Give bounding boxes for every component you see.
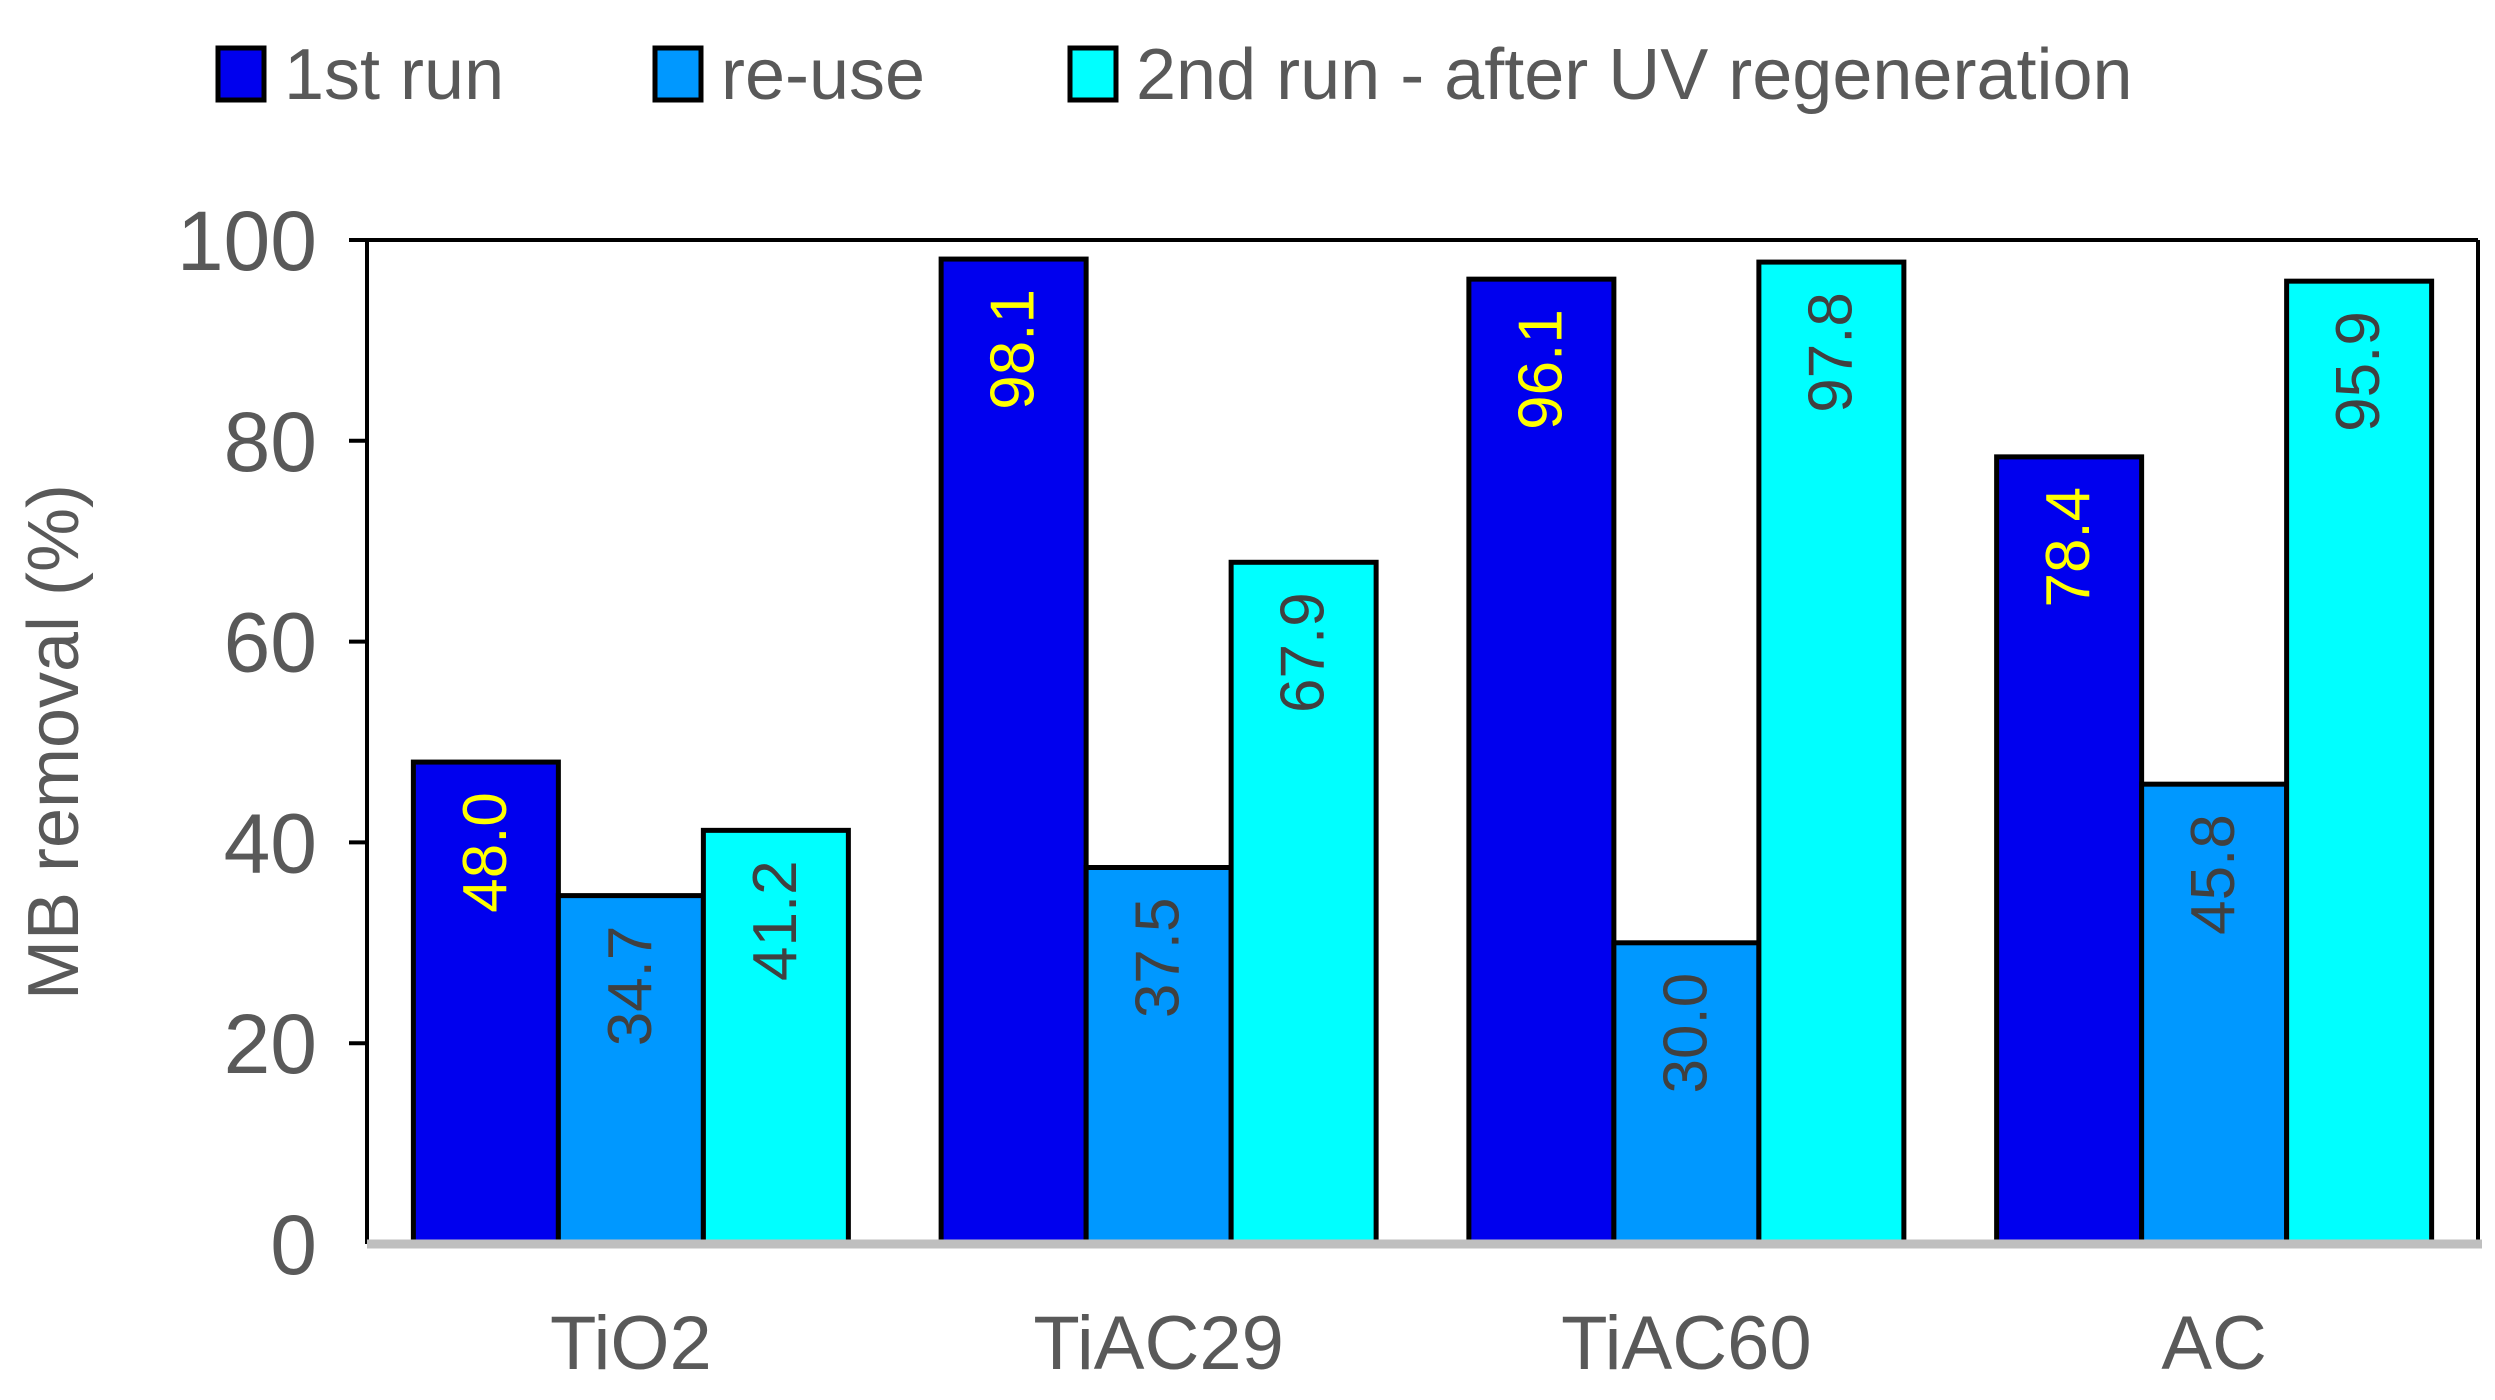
bar-1 (938, 256, 1089, 1247)
bar-3 (1228, 559, 1379, 1247)
bar-value-label: 45.8 (2179, 814, 2248, 935)
y-tick-label: 0 (270, 1198, 317, 1292)
legend-swatch (652, 45, 704, 103)
y-axis-title: MB removal (%) (14, 484, 94, 1000)
x-tick-label: TiAC60 (1561, 1301, 1812, 1386)
bar-1 (1466, 276, 1617, 1247)
legend: 1st run re-use 2nd run - after UV regenera… (215, 35, 2133, 115)
x-tick-label: AC (2161, 1301, 2267, 1386)
bar-value-label: 95.9 (2324, 311, 2393, 432)
legend-label: 1st run (284, 35, 504, 115)
bar-value-label: 30.0 (1651, 973, 1720, 1094)
y-tick-label: 60 (224, 596, 317, 690)
bar-value-label: 34.7 (596, 926, 665, 1047)
y-tick-label: 20 (224, 997, 317, 1091)
bar-labels-group: 48.0 34.7 41.2 98.1 37.5 67.9 96.1 30.0 97.8 78.4… (451, 289, 2393, 1093)
x-tick-label: TiO2 (550, 1301, 712, 1386)
legend-swatch (215, 45, 267, 103)
bar-value-label: 48.0 (451, 792, 520, 913)
bars-group (410, 256, 2435, 1247)
bar-value-label: 98.1 (979, 289, 1048, 410)
bar-value-label: 78.4 (2034, 487, 2103, 608)
bar-1 (410, 759, 561, 1247)
bar-2 (2139, 781, 2290, 1247)
bar-3 (1756, 259, 1907, 1247)
bar-3 (700, 827, 851, 1247)
legend-swatch (1067, 45, 1119, 103)
bar-value-label: 96.1 (1506, 309, 1575, 430)
legend-label: re-use (721, 35, 925, 115)
plot-frame-group (365, 238, 2482, 1249)
bar-value-label: 97.8 (1796, 292, 1865, 413)
legend-label: 2nd run - after UV regeneration (1136, 35, 2133, 115)
x-axis: TiO2 TiAC29 TiAC60 AC (550, 1301, 2267, 1386)
x-tick-label: TiAC29 (1033, 1301, 1284, 1386)
bar-value-label: 41.2 (741, 860, 810, 981)
bar-3 (2284, 278, 2435, 1247)
y-tick-label: 40 (224, 796, 317, 890)
y-tick-label: 100 (177, 194, 317, 288)
y-tick-label: 80 (224, 395, 317, 489)
bar-2 (1083, 865, 1234, 1247)
y-axis: 0 20 40 60 80 100 (177, 194, 367, 1292)
bar-value-label: 67.9 (1269, 592, 1338, 713)
bar-value-label: 37.5 (1124, 898, 1193, 1019)
